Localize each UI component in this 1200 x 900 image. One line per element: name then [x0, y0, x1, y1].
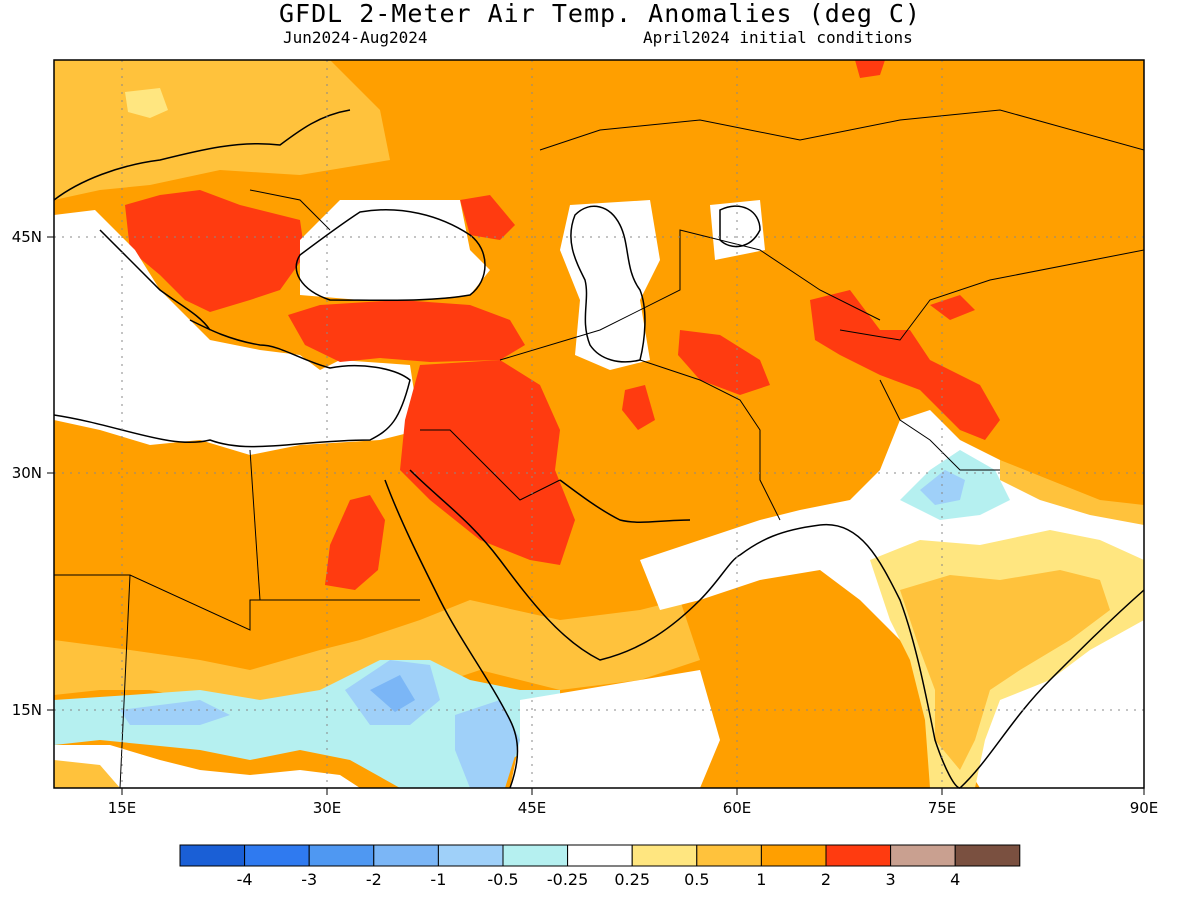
- colorbar-swatch: [437, 844, 504, 867]
- colorbar-swatch: [244, 844, 310, 867]
- lat-label-45n: 45N: [12, 228, 42, 246]
- colorbar-swatch: [179, 844, 246, 867]
- field-east-africa-neutral: [54, 745, 360, 788]
- colorbar-label: -4: [237, 870, 253, 889]
- lon-label-60e: 60E: [723, 799, 752, 817]
- colorbar-swatch: [567, 844, 633, 867]
- colorbar-label: 0.25: [614, 870, 650, 889]
- lat-labels: 45N 30N 15N: [12, 228, 42, 719]
- colorbar-label: 4: [950, 870, 960, 889]
- lon-label-75e: 75E: [928, 799, 957, 817]
- colorbar-swatch: [696, 844, 762, 867]
- field-india-cool: [920, 470, 965, 505]
- lon-label-45e: 45E: [518, 799, 547, 817]
- colorbar-swatch: [890, 844, 956, 867]
- colorbar-swatch: [502, 844, 569, 867]
- field-egypt-hot: [325, 495, 385, 590]
- field-southwest-warm: [54, 760, 120, 788]
- country-borders: [54, 109, 1145, 789]
- field-north-hot: [855, 60, 885, 78]
- coastlines: [53, 109, 1145, 789]
- colorbar-label: -1: [430, 870, 446, 889]
- field-italy-neutral: [54, 210, 420, 455]
- field-sahel-cool: [120, 700, 230, 725]
- lon-labels: 15E 30E 45E 60E 75E 90E: [108, 799, 1159, 817]
- field-himalaya-warm: [1000, 460, 1144, 525]
- field-kyrgyz-hot: [930, 295, 975, 320]
- colorbar-label: 0.5: [684, 870, 709, 889]
- lon-label-90e: 90E: [1130, 799, 1159, 817]
- map-frame: [53, 59, 1145, 789]
- initial-conditions: April2024 initial conditions: [643, 28, 913, 47]
- colorbar-label: 3: [886, 870, 896, 889]
- graticule: [54, 60, 1144, 788]
- field-iran-hot: [678, 330, 770, 395]
- tick-marks: [47, 236, 1145, 795]
- field-turkey-hot: [288, 300, 525, 362]
- field-europe-slight: [125, 88, 168, 118]
- colorbar-label: 2: [821, 870, 831, 889]
- colorbar-label: -0.5: [487, 870, 518, 889]
- colorbar-swatch: [373, 844, 439, 867]
- field-levant-hot: [400, 360, 575, 565]
- field-india-warm: [900, 570, 1110, 770]
- field-blacksea-neutral: [300, 200, 490, 300]
- colorbar-swatch: [760, 844, 827, 867]
- field-pamir-hot: [810, 290, 1000, 440]
- field-horn-neutral: [510, 670, 720, 788]
- colorbar-label: 1: [756, 870, 766, 889]
- field-caucasus-hot: [460, 195, 515, 240]
- field-sudan-cooler: [370, 675, 415, 712]
- colorbar-swatch: [954, 844, 1021, 867]
- field-iran-hot-small: [622, 385, 655, 430]
- field-balkans-hot: [125, 190, 305, 312]
- forecast-period: Jun2024-Aug2024: [283, 28, 428, 47]
- lon-label-30e: 30E: [313, 799, 342, 817]
- colorbar-swatch: [308, 844, 375, 867]
- colorbar: -4 -3 -2 -1 -0.5 -0.25 0.25 0.5 1 2 3 4: [179, 844, 1021, 889]
- colorbar-label: -3: [301, 870, 317, 889]
- colorbar-label: -2: [366, 870, 382, 889]
- map-title: GFDL 2-Meter Air Temp. Anomalies (deg C): [278, 0, 922, 28]
- colorbar-swatch: [631, 844, 698, 867]
- colorbar-label: -0.25: [547, 870, 588, 889]
- lat-label-30n: 30N: [12, 464, 42, 482]
- field-ethiopia-cool: [455, 700, 520, 788]
- anomaly-field: [54, 60, 1144, 788]
- colorbar-swatch: [825, 844, 892, 867]
- lon-label-15e: 15E: [108, 799, 137, 817]
- lat-label-15n: 15N: [12, 701, 42, 719]
